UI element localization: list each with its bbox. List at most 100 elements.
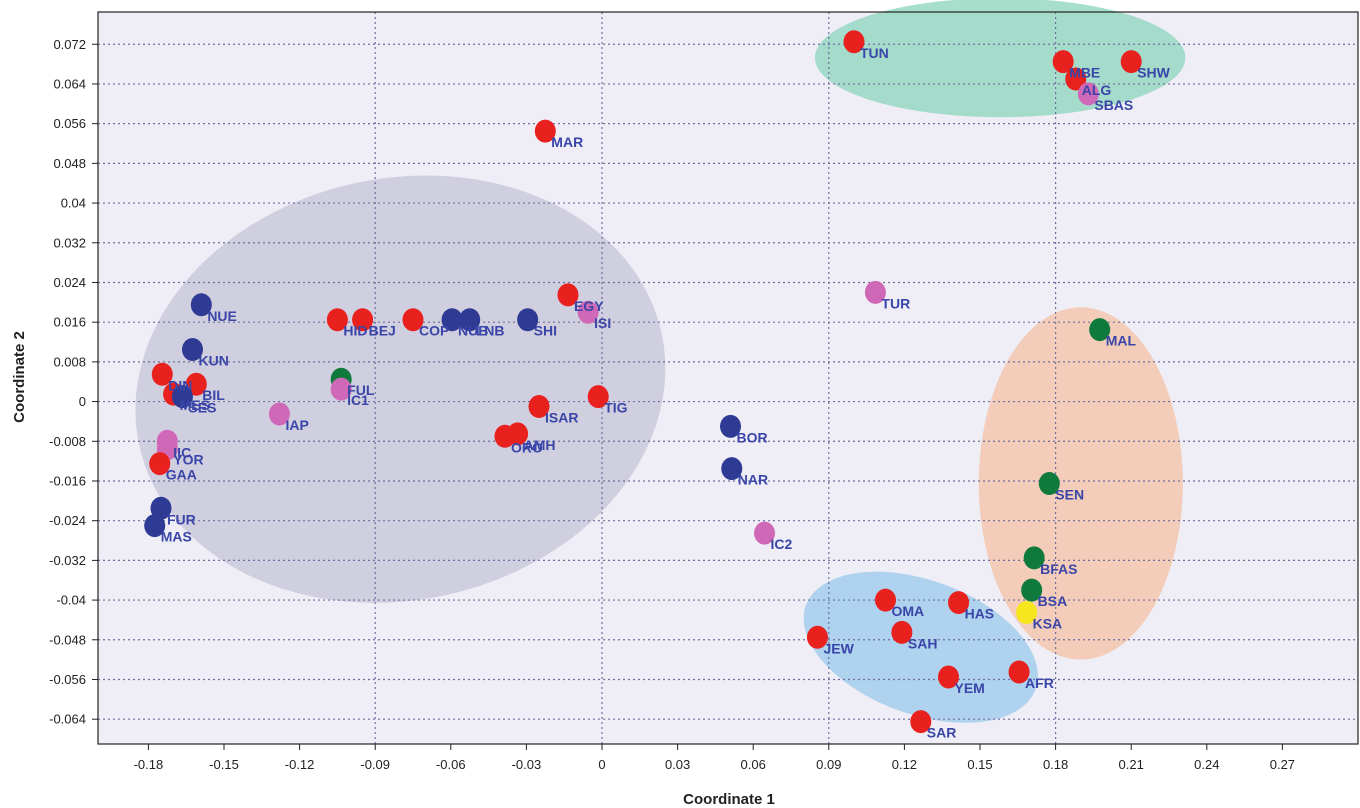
data-point-isar — [528, 395, 550, 419]
point-label-nar: NAR — [738, 472, 768, 488]
y-tick-label: 0.032 — [53, 235, 86, 250]
cluster-region-4 — [803, 571, 1038, 723]
data-point-mal — [1089, 318, 1111, 342]
point-label-nub: NUB — [458, 323, 488, 339]
point-label-egy: EGY — [574, 298, 604, 314]
point-label-bil: BIL — [202, 387, 225, 403]
point-label-bor: BOR — [737, 429, 768, 445]
data-point-bsa — [1021, 578, 1043, 602]
data-points — [144, 30, 1142, 734]
data-point-mar — [534, 119, 556, 143]
point-label-alg: ALG — [1082, 82, 1112, 98]
point-label-ses: SES — [188, 400, 216, 416]
data-point-shi — [517, 308, 539, 332]
point-label-isar: ISAR — [545, 410, 578, 426]
x-tick-label: -0.12 — [285, 757, 315, 772]
y-axis-title: Coordinate 2 — [11, 331, 28, 423]
data-point-nar — [721, 457, 743, 481]
point-label-mas: MAS — [161, 529, 192, 545]
point-label-isi: ISI — [594, 315, 611, 331]
cluster-region-1 — [135, 175, 666, 603]
point-label-oro: ORO — [511, 439, 543, 455]
point-label-afr: AFR — [1025, 675, 1054, 691]
data-point-jew — [806, 625, 828, 649]
y-tick-label: 0 — [79, 394, 86, 409]
point-label-jew: JEW — [823, 640, 854, 656]
data-point-din — [151, 362, 173, 386]
x-tick-label: -0.03 — [512, 757, 542, 772]
data-point-bor — [720, 414, 742, 438]
y-tick-label: 0.048 — [53, 156, 86, 171]
data-point-shw — [1120, 50, 1142, 74]
data-point-ksa — [1016, 600, 1038, 624]
data-point-ses — [171, 385, 193, 409]
grid-lines — [98, 12, 1358, 744]
data-point-sar — [910, 710, 932, 734]
y-tick-label: 0.04 — [61, 196, 86, 211]
point-label-sah: SAH — [908, 635, 938, 651]
data-point-bej — [352, 308, 374, 332]
data-point-bil — [185, 372, 207, 396]
y-tick-label: 0.056 — [53, 116, 86, 131]
cluster-region-3 — [978, 307, 1183, 660]
y-tick-label: 0.008 — [53, 354, 86, 369]
data-point-egy — [557, 283, 579, 307]
x-tick-label: 0.15 — [967, 757, 992, 772]
point-label-amh: AMH — [524, 437, 556, 453]
data-point-iap — [268, 402, 290, 426]
x-tick-label: 0.03 — [665, 757, 690, 772]
point-label-oma: OMA — [892, 603, 925, 619]
point-label-gaa: GAA — [166, 467, 197, 483]
point-label-fur: FUR — [167, 511, 196, 527]
x-tick-label: -0.09 — [360, 757, 390, 772]
y-tick-label: -0.024 — [49, 513, 86, 528]
data-point-tig — [587, 385, 609, 409]
plot-border — [97, 11, 1359, 745]
x-tick-label: -0.18 — [134, 757, 164, 772]
point-label-ic1: IC1 — [347, 392, 369, 408]
y-tick-label: -0.064 — [49, 712, 86, 727]
data-point-alg — [1065, 67, 1087, 91]
point-label-bsa: BSA — [1038, 593, 1068, 609]
data-point-sah — [891, 620, 913, 644]
point-label-hid: HID — [343, 323, 367, 339]
data-point-hid — [326, 308, 348, 332]
point-label-din: DIN — [168, 377, 192, 393]
point-label-mes: MES — [180, 397, 210, 413]
data-point-nub — [441, 308, 463, 332]
data-point-gaa — [149, 452, 171, 476]
x-tick-label: -0.15 — [209, 757, 239, 772]
data-point-sen — [1038, 471, 1060, 495]
point-label-ful: FUL — [347, 382, 375, 398]
x-tick-label: 0.21 — [1119, 757, 1144, 772]
data-point-isi — [577, 300, 599, 324]
y-tick-label: 0.016 — [53, 315, 86, 330]
x-tick-label: 0.24 — [1194, 757, 1219, 772]
data-point-afr — [1008, 660, 1030, 684]
point-label-ksa: KSA — [1033, 615, 1063, 631]
data-point-kun — [182, 337, 203, 361]
point-label-nue: NUE — [207, 308, 237, 324]
plot-frame — [97, 11, 1359, 745]
y-tick-label: -0.008 — [49, 434, 86, 449]
data-point-ic2 — [754, 521, 776, 545]
data-point-sbas — [1077, 82, 1099, 106]
point-label-iic: IIC — [173, 444, 191, 460]
y-tick-label: 0.024 — [53, 275, 86, 290]
point-label-has: HAS — [965, 606, 995, 622]
point-label-kun: KUN — [199, 352, 229, 368]
data-point-mbe — [1052, 50, 1074, 74]
point-label-yor: YOR — [173, 452, 203, 468]
y-tick-label: 0.072 — [53, 37, 86, 52]
data-point-oma — [875, 588, 896, 612]
data-point-ic1 — [330, 377, 352, 401]
point-label-sen: SEN — [1055, 486, 1084, 502]
data-point-mas — [144, 514, 166, 538]
point-label-lnb: LNB — [476, 323, 505, 339]
y-tick-label: -0.04 — [56, 593, 86, 608]
y-axis-ticks: 0.072 0.064 0.056 0.048 0.04 0.032 0.024 0.016 0… — [49, 37, 98, 727]
data-point-tur — [864, 280, 886, 304]
point-label-tig: TIG — [604, 400, 627, 416]
point-label-sar: SAR — [927, 725, 957, 741]
